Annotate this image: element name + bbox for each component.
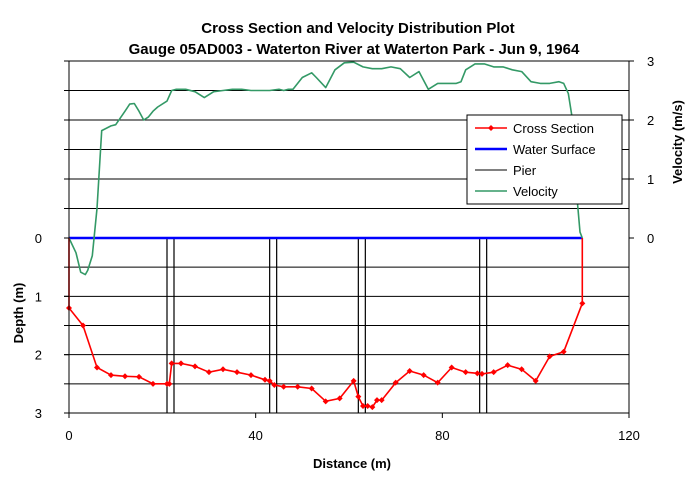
velocity-tick-label: 2 xyxy=(647,113,654,128)
cross-section-point xyxy=(234,369,240,376)
depth-tick-label: 1 xyxy=(35,289,42,304)
cross-section-point xyxy=(122,373,128,380)
cross-section-point xyxy=(374,397,380,404)
cross-section-point xyxy=(108,372,114,379)
x-tick-label: 120 xyxy=(618,428,640,443)
cross-section-point xyxy=(248,372,254,379)
cross-section-point xyxy=(479,370,485,377)
cross-section-point xyxy=(360,403,366,409)
x-axis-title: Distance (m) xyxy=(313,456,391,471)
cross-section-point xyxy=(220,366,226,373)
depth-axis-ticks: 0 1 2 3 xyxy=(35,60,69,421)
cross-section-point xyxy=(308,385,315,392)
cross-section-point xyxy=(168,360,175,367)
legend-label-water-surface: Water Surface xyxy=(513,142,596,157)
chart-title: Cross Section and Velocity Distribution … xyxy=(201,20,514,37)
cross-section-point xyxy=(579,300,586,307)
legend-marker-cross-section xyxy=(488,125,494,131)
depth-tick-label: 2 xyxy=(35,348,42,363)
x-tick-label: 80 xyxy=(435,428,449,443)
cross-section-point xyxy=(350,377,357,384)
legend-item-velocity: Velocity xyxy=(475,184,558,199)
cross-section-point xyxy=(406,368,413,374)
cross-section-point xyxy=(355,393,362,400)
x-axis-ticks: 0 40 80 120 xyxy=(65,413,640,443)
gridlines xyxy=(69,60,629,385)
velocity-tick-label: 1 xyxy=(647,172,654,187)
cross-section-point xyxy=(80,322,86,329)
cross-section-point xyxy=(294,383,301,390)
chart-subtitle: Gauge 05AD003 - Waterton River at Watert… xyxy=(129,41,580,58)
x-tick-label: 0 xyxy=(65,428,72,443)
velocity-series xyxy=(68,61,584,276)
velocity-axis-title: Velocity (m/s) xyxy=(670,100,685,184)
velocity-tick-label: 3 xyxy=(647,54,654,69)
cross-section-point xyxy=(490,369,497,376)
cross-section-point xyxy=(166,380,173,387)
cross-section-point xyxy=(150,380,156,387)
cross-section-point xyxy=(518,366,525,373)
velocity-axis-ticks: 0 1 2 3 xyxy=(629,54,654,246)
cross-section-point xyxy=(474,370,481,377)
cross-section-point xyxy=(378,397,385,404)
cross-section-point xyxy=(560,348,567,355)
cross-section-point xyxy=(262,376,268,383)
depth-tick-label: 0 xyxy=(35,231,42,246)
cross-section-point xyxy=(448,364,455,371)
cross-section-point xyxy=(420,372,427,379)
velocity-line xyxy=(68,61,584,276)
depth-tick-label: 3 xyxy=(35,406,42,421)
velocity-tick-label: 0 xyxy=(647,231,654,246)
cross-section-point xyxy=(280,383,287,390)
depth-axis-title: Depth (m) xyxy=(11,283,26,344)
cross-section-point xyxy=(136,373,142,380)
cross-section-point xyxy=(504,362,511,369)
cross-section-point xyxy=(392,379,399,386)
cross-section-point xyxy=(462,369,469,376)
cross-section-point xyxy=(336,395,343,402)
cross-section-line xyxy=(68,238,584,409)
x-tick-label: 40 xyxy=(248,428,262,443)
legend-item-cross-section: Cross Section xyxy=(475,121,594,136)
legend-item-pier: Pier xyxy=(475,163,537,178)
cross-section-point xyxy=(322,398,329,405)
cross-section-point xyxy=(94,364,100,371)
cross-section-point xyxy=(369,404,376,411)
cross-section-point xyxy=(271,382,278,388)
legend-label-velocity: Velocity xyxy=(513,184,558,199)
cross-section-point xyxy=(178,360,184,367)
cross-section-point xyxy=(364,403,371,409)
cross-section-point xyxy=(192,363,198,370)
plot-area-frame xyxy=(68,60,630,414)
legend-box xyxy=(466,114,623,205)
legend: Cross Section Water Surface Pier Velocit… xyxy=(466,114,623,205)
legend-label-pier: Pier xyxy=(513,163,537,178)
cross-section-point xyxy=(434,379,441,386)
cross-section-point xyxy=(532,377,539,384)
cross-section-point xyxy=(546,353,553,360)
legend-label-cross-section: Cross Section xyxy=(513,121,594,136)
cross-section-series xyxy=(66,238,586,411)
cross-section-point xyxy=(266,377,273,384)
cross-section-point xyxy=(206,369,212,376)
legend-item-water-surface: Water Surface xyxy=(475,142,596,157)
